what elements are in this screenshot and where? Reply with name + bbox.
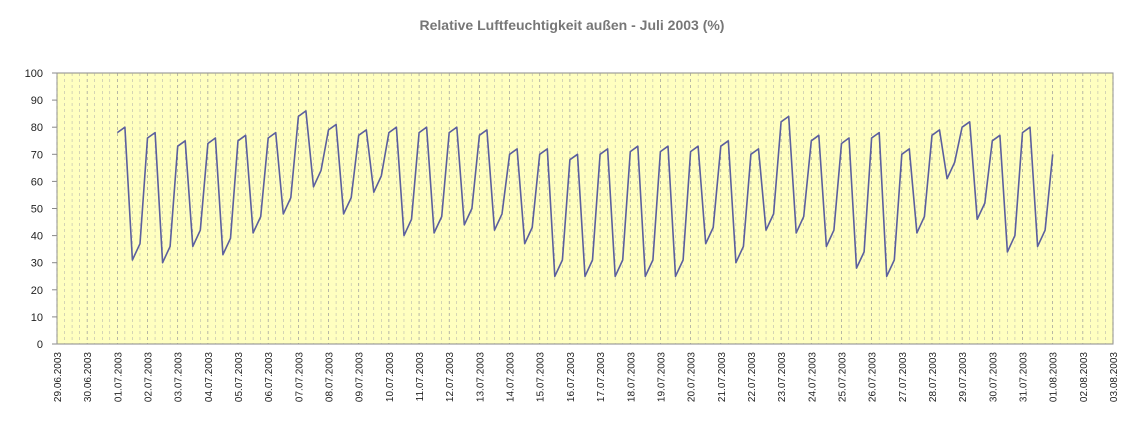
chart-title: Relative Luftfeuchtigkeit außen - Juli 2… xyxy=(420,17,725,33)
x-tick-label: 02.07.2003 xyxy=(144,352,155,402)
y-tick-label: 10 xyxy=(31,312,43,324)
x-tick-label: 04.07.2003 xyxy=(204,352,215,402)
x-tick-label: 19.07.2003 xyxy=(656,352,667,402)
x-tick-label: 06.07.2003 xyxy=(264,352,275,402)
x-tick-label: 10.07.2003 xyxy=(385,352,396,402)
y-tick-label: 0 xyxy=(37,339,43,351)
x-tick-label: 03.07.2003 xyxy=(174,352,185,402)
x-tick-label: 29.06.2003 xyxy=(53,352,64,402)
x-tick-label: 21.07.2003 xyxy=(717,352,728,402)
x-tick-label: 26.07.2003 xyxy=(868,352,879,402)
x-tick-label: 02.08.2003 xyxy=(1079,352,1090,402)
x-tick-label: 17.07.2003 xyxy=(596,352,607,402)
y-tick-label: 30 xyxy=(31,258,43,270)
y-tick-label: 40 xyxy=(31,231,43,243)
x-tick-label: 07.07.2003 xyxy=(294,352,305,402)
x-tick-label: 13.07.2003 xyxy=(475,352,486,402)
x-tick-label: 28.07.2003 xyxy=(928,352,939,402)
x-tick-label: 08.07.2003 xyxy=(325,352,336,402)
x-tick-label: 09.07.2003 xyxy=(355,352,366,402)
x-tick-label: 15.07.2003 xyxy=(536,352,547,402)
y-tick-label: 80 xyxy=(31,122,43,134)
x-tick-label: 05.07.2003 xyxy=(234,352,245,402)
x-tick-label: 12.07.2003 xyxy=(445,352,456,402)
x-tick-label: 23.07.2003 xyxy=(777,352,788,402)
y-tick-label: 90 xyxy=(31,95,43,107)
x-tick-label: 30.06.2003 xyxy=(83,352,94,402)
x-tick-label: 14.07.2003 xyxy=(506,352,517,402)
x-tick-label: 01.07.2003 xyxy=(113,352,124,402)
x-tick-label: 31.07.2003 xyxy=(1018,352,1029,402)
x-tick-label: 24.07.2003 xyxy=(807,352,818,402)
x-tick-label: 03.08.2003 xyxy=(1109,352,1120,402)
x-tick-label: 30.07.2003 xyxy=(988,352,999,402)
x-tick-label: 11.07.2003 xyxy=(415,352,426,402)
x-tick-label: 27.07.2003 xyxy=(898,352,909,402)
y-tick-label: 50 xyxy=(31,204,43,216)
x-tick-label: 22.07.2003 xyxy=(747,352,758,402)
y-tick-label: 20 xyxy=(31,285,43,297)
data-line xyxy=(116,110,1054,278)
x-tick-label: 29.07.2003 xyxy=(958,352,969,402)
y-tick-label: 60 xyxy=(31,176,43,188)
x-tick-label: 18.07.2003 xyxy=(626,352,637,402)
y-tick-label: 100 xyxy=(25,68,43,80)
x-tick-label: 16.07.2003 xyxy=(566,352,577,402)
x-tick-label: 25.07.2003 xyxy=(837,352,848,402)
x-tick-label: 20.07.2003 xyxy=(687,352,698,402)
y-tick-label: 70 xyxy=(31,149,43,161)
x-tick-label: 01.08.2003 xyxy=(1049,352,1060,402)
